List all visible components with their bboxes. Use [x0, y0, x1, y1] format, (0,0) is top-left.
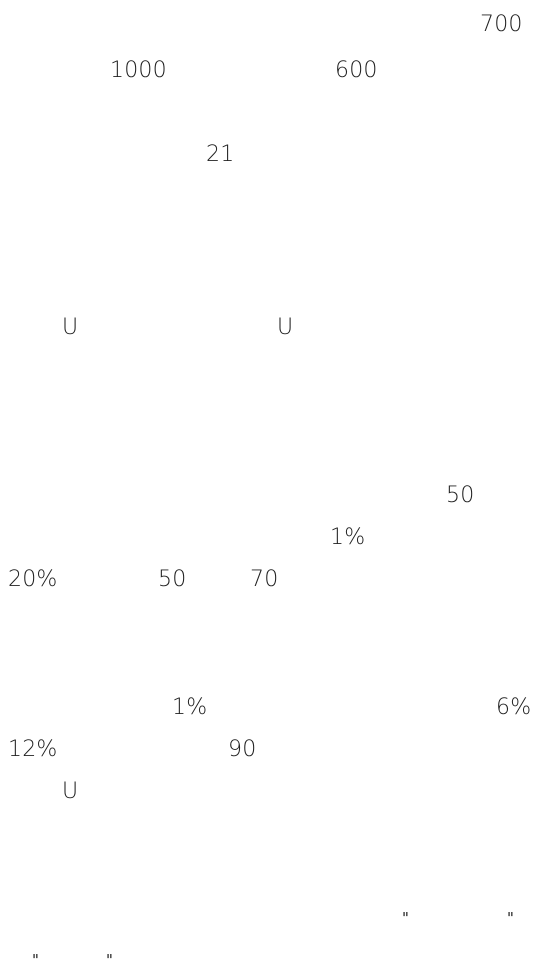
quote-mark-3: ": [32, 951, 39, 969]
text-fragment-20pct: 20%: [8, 567, 58, 592]
text-fragment-u-3: U: [62, 779, 79, 804]
text-fragment-1pct-top: 1%: [330, 525, 366, 550]
text-fragment-70: 70: [250, 567, 279, 592]
text-fragment-1pct-bottom: 1%: [172, 695, 208, 720]
text-fragment-6pct: 6%: [496, 695, 532, 720]
text-fragment-1000: 1000: [110, 58, 167, 83]
text-fragment-u-2: U: [277, 315, 294, 340]
text-fragment-700: 700: [480, 12, 523, 37]
text-fragment-50-top: 50: [446, 483, 475, 508]
text-fragment-600: 600: [335, 58, 378, 83]
text-fragment-21: 21: [206, 142, 235, 167]
text-fragment-12pct: 12%: [8, 737, 58, 762]
quote-mark-2: ": [507, 909, 514, 927]
text-fragment-50-mid: 50: [158, 567, 187, 592]
quote-mark-4: ": [106, 951, 113, 969]
quote-mark-1: ": [402, 909, 409, 927]
text-fragment-90: 90: [228, 737, 257, 762]
text-fragment-u-1: U: [62, 315, 79, 340]
